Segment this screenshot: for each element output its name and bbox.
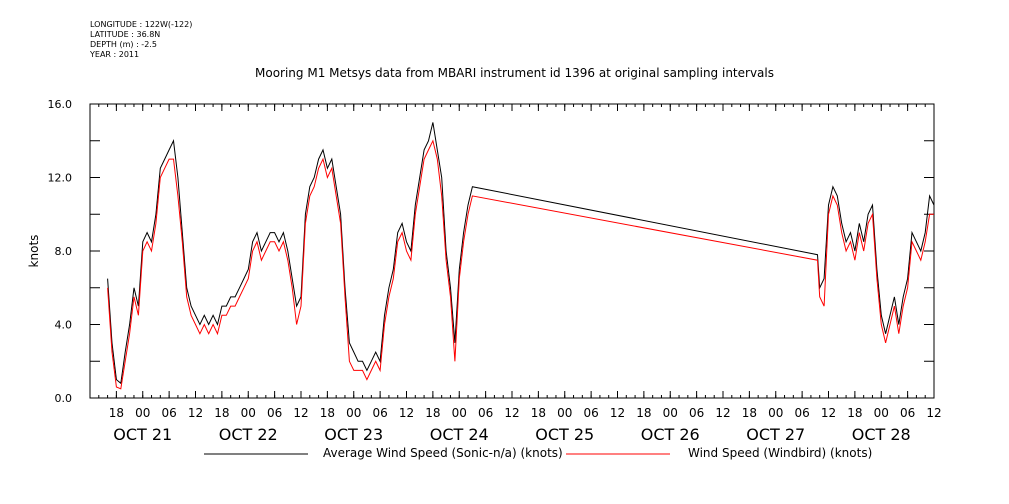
x-hour-label: 00 (663, 406, 678, 420)
x-hour-label: 00 (241, 406, 256, 420)
x-day-label: OCT 22 (219, 425, 278, 444)
x-hour-label: 18 (425, 406, 440, 420)
x-hour-label: 12 (821, 406, 836, 420)
y-tick-label: 0.0 (55, 392, 73, 405)
y-tick-label: 12.0 (48, 172, 73, 185)
year-label: YEAR : 2011 (90, 50, 140, 59)
series-line-windbird (107, 139, 934, 390)
x-hour-label: 06 (267, 406, 282, 420)
y-tick-label: 8.0 (55, 245, 73, 258)
x-hour-label: 18 (742, 406, 757, 420)
x-day-label: OCT 21 (113, 425, 172, 444)
x-day-label: OCT 25 (535, 425, 594, 444)
y-tick-label: 4.0 (55, 319, 73, 332)
longitude-label: LONGITUDE : 122W(-122) (90, 20, 193, 29)
x-hour-label: 06 (689, 406, 704, 420)
x-hour-label: 00 (135, 406, 150, 420)
x-hour-label: 12 (293, 406, 308, 420)
x-day-label: OCT 27 (746, 425, 805, 444)
x-hour-label: 12 (610, 406, 625, 420)
x-hour-label: 00 (557, 406, 572, 420)
x-day-label: OCT 23 (324, 425, 383, 444)
x-hour-label: 18 (847, 406, 862, 420)
x-hour-label: 06 (794, 406, 809, 420)
x-hour-label: 06 (161, 406, 176, 420)
x-hour-label: 06 (372, 406, 387, 420)
x-hour-label: 18 (320, 406, 335, 420)
legend-swatch-red (566, 453, 670, 455)
y-axis-label: knots (27, 235, 41, 268)
x-day-label: OCT 26 (641, 425, 700, 444)
depth-label: DEPTH (m) : -2.5 (90, 40, 157, 49)
y-tick-label: 16.0 (48, 98, 73, 111)
x-hour-label: 18 (531, 406, 546, 420)
x-hour-label: 00 (768, 406, 783, 420)
metadata-block: LONGITUDE : 122W(-122) LATITUDE : 36.8N … (90, 20, 192, 60)
x-hour-label: 12 (926, 406, 941, 420)
x-day-label: OCT 28 (852, 425, 911, 444)
chart-title: Mooring M1 Metsys data from MBARI instru… (255, 66, 774, 80)
latitude-label: LATITUDE : 36.8N (90, 30, 161, 39)
legend-label-windbird: Wind Speed (Windbird) (knots) (688, 446, 873, 460)
x-hour-label: 00 (874, 406, 889, 420)
legend-swatch-black (204, 453, 308, 455)
plot-frame (89, 103, 935, 399)
x-hour-label: 18 (636, 406, 651, 420)
x-hour-label: 12 (399, 406, 414, 420)
x-hour-label: 12 (504, 406, 519, 420)
x-hour-label: 06 (900, 406, 915, 420)
series-line-sonic (107, 122, 935, 385)
x-hour-label: 00 (452, 406, 467, 420)
legend-label-sonic: Average Wind Speed (Sonic-n/a) (knots) (323, 446, 563, 460)
x-hour-label: 06 (478, 406, 493, 420)
x-hour-label: 06 (583, 406, 598, 420)
x-day-label: OCT 24 (430, 425, 489, 444)
x-hour-label: 18 (109, 406, 124, 420)
x-hour-label: 12 (188, 406, 203, 420)
x-hour-label: 00 (346, 406, 361, 420)
x-hour-label: 12 (715, 406, 730, 420)
x-hour-label: 18 (214, 406, 229, 420)
